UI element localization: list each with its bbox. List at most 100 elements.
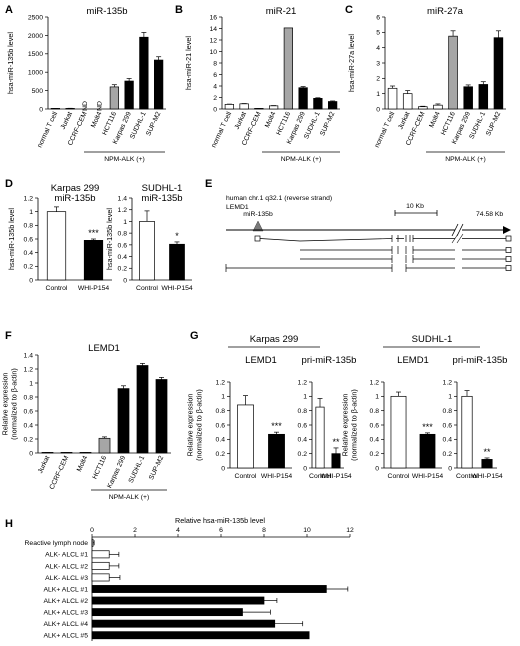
y-tick-label: 1	[376, 91, 380, 98]
y-tick-label: 2000	[28, 33, 43, 40]
y-tick-label: 0	[448, 465, 452, 472]
sudhl-header-label: SUDHL-1	[412, 334, 453, 345]
y-axis-label: (normalized to β-actin)	[350, 389, 359, 461]
y-tick-label: 1	[221, 394, 225, 401]
y-tick-label: 500	[32, 88, 44, 95]
y-tick-label: 16	[209, 14, 217, 21]
category-label: Karpas 299	[106, 455, 127, 490]
sudhl-header-g: SUDHL-1	[383, 334, 480, 348]
bar	[91, 585, 327, 593]
y-tick-label: 8	[213, 60, 217, 67]
y-axis-label: (normalized to β-actin)	[195, 389, 204, 461]
gene-name-label: LEMD1	[226, 204, 249, 211]
category-label: Control	[456, 473, 478, 480]
panel-label-c: C	[345, 4, 353, 16]
y-tick-label: 0.4	[298, 437, 308, 444]
y-tick-label: 0.8	[298, 408, 308, 415]
category-label: ALK+ ALCL #5	[43, 633, 88, 640]
category-label: Jurkat	[60, 111, 74, 131]
bar	[117, 388, 130, 454]
y-tick-label: 10	[209, 49, 217, 56]
bar	[481, 459, 493, 469]
y-tick-label: 1.2	[443, 379, 453, 386]
y-tick-label: 6	[213, 72, 217, 79]
category-label: SUP-M2	[485, 111, 502, 137]
bar	[448, 35, 458, 110]
chart-sudhl-pri-mir135b: pri-miR-135b 0 0.2 0.4 0.6 0.8 1 1.2 Control ** WH…	[443, 355, 508, 480]
y-axis-label: hsa-miR-27a level	[347, 34, 356, 92]
y-tick-label: 0.6	[24, 236, 34, 243]
transcript-3	[300, 255, 512, 263]
npm-alk-label-f: NPM-ALK (+)	[109, 494, 150, 501]
bar	[91, 619, 276, 628]
x-tick-label: 4	[176, 527, 180, 534]
bar	[91, 573, 110, 582]
y-tick-label: 0.8	[370, 408, 380, 415]
y-tick-label: 5	[376, 30, 380, 37]
category-label: SUP-M2	[319, 111, 336, 137]
y-axis-label: Relative expression	[341, 394, 350, 457]
gene-end-label: 74.58 Kb	[476, 211, 503, 218]
bar	[91, 538, 94, 547]
category-label: Molt4	[90, 111, 103, 129]
bar-annotation: ND	[82, 101, 89, 111]
bar	[91, 596, 265, 605]
bar	[136, 365, 149, 454]
panel-label-f: F	[5, 330, 12, 342]
panel-label-d: D	[5, 178, 13, 190]
category-label: normal T cell	[211, 110, 234, 148]
y-tick-label: 1	[375, 394, 379, 401]
category-label: Control	[388, 473, 410, 480]
category-label: ALK- ALCL #1	[45, 552, 88, 559]
transcript-1	[254, 233, 512, 244]
chart-title: SUDHL-1	[142, 183, 183, 194]
y-axis-label: hsa-miR-135b level	[6, 32, 15, 94]
chart-karpas-pri-mir135b: pri-miR-135b 0 0.2 0.4 0.6 0.8 1 1.2 Control ** WH…	[298, 355, 357, 480]
bar	[91, 631, 310, 640]
bar	[83, 240, 104, 281]
x-tick-label: 6	[219, 527, 223, 534]
bar	[433, 104, 443, 110]
category-label: ALK+ ALCL #4	[43, 621, 88, 628]
y-axis-label: (normalized to β-actin)	[10, 368, 19, 440]
y-tick-label: 0.6	[443, 422, 453, 429]
chart-title: LEMD1	[397, 355, 429, 366]
y-tick-label: 0	[123, 277, 127, 284]
bar	[493, 37, 504, 110]
bar	[91, 561, 110, 570]
bar	[91, 550, 110, 559]
category-label: Control	[46, 285, 68, 292]
karpas-header-label: Karpas 299	[250, 334, 299, 345]
category-label: WHI-P154	[412, 473, 444, 480]
y-tick-label: 0.8	[216, 408, 226, 415]
npm-alk-bracket-c: NPM-ALK (+)	[426, 151, 505, 163]
y-tick-label: 2	[213, 95, 217, 102]
category-label: Molt4	[76, 455, 89, 473]
mir135b-arrowhead-icon	[252, 220, 264, 232]
npm-alk-bracket-a: NPM-ALK (+)	[84, 151, 165, 163]
bar	[268, 433, 285, 469]
y-tick-label: 4	[213, 83, 217, 90]
bar	[169, 243, 185, 281]
category-label: WHI-P154	[161, 285, 193, 292]
y-tick-label: 0.4	[443, 437, 453, 444]
y-axis-label: hsa-miR-135b level	[7, 208, 16, 270]
chart-title: miR-135b	[86, 6, 127, 17]
y-tick-label: 1.2	[216, 379, 226, 386]
bar	[283, 27, 294, 110]
chart-mir135b-cell-lines: miR-135b 0 500 1000 1500 2000 2500 hsa-miR-135b…	[6, 6, 166, 149]
npm-alk-label-c: NPM-ALK (+)	[445, 156, 486, 163]
npm-alk-bracket-f: NPM-ALK (+)	[91, 489, 167, 501]
chart-lymphoma-samples: 0 2 4 6 8 10 12 Relative hsa-miR-135b level Reac…	[25, 516, 354, 641]
y-tick-label: 1	[303, 394, 307, 401]
y-tick-label: 0.6	[216, 422, 226, 429]
x-tick-label: 8	[262, 527, 266, 534]
significance-label: **	[332, 437, 340, 447]
lemd1-gene-diagram: human chr.1 q32.1 (reverse strand) LEMD1…	[225, 195, 512, 272]
y-tick-label: 0.6	[118, 242, 128, 249]
y-tick-label: 0.8	[118, 231, 128, 238]
y-tick-label: 0	[303, 465, 307, 472]
x-tick-label: 2	[133, 527, 137, 534]
